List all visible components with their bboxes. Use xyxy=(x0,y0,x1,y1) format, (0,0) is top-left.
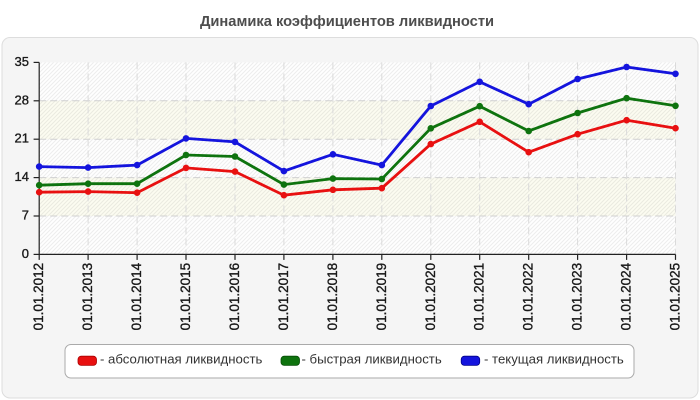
svg-text:7: 7 xyxy=(22,208,29,223)
svg-text:01.01.2024: 01.01.2024 xyxy=(619,262,634,330)
svg-text:01.01.2016: 01.01.2016 xyxy=(227,263,242,331)
svg-text:01.01.2012: 01.01.2012 xyxy=(31,263,46,331)
svg-text:01.01.2014: 01.01.2014 xyxy=(129,262,144,330)
svg-text:28: 28 xyxy=(15,92,29,107)
svg-text:14: 14 xyxy=(15,169,29,184)
svg-text:01.01.2018: 01.01.2018 xyxy=(325,263,340,331)
svg-text:01.01.2017: 01.01.2017 xyxy=(276,263,291,331)
svg-text:01.01.2023: 01.01.2023 xyxy=(570,263,585,331)
svg-text:- быстрая ликвидность: - быстрая ликвидность xyxy=(302,352,442,367)
svg-text:Динамика коэффициентов ликвидн: Динамика коэффициентов ликвидности xyxy=(200,14,494,30)
svg-text:01.01.2015: 01.01.2015 xyxy=(178,263,193,331)
svg-text:35: 35 xyxy=(15,54,29,69)
svg-text:- текущая ликвидность: - текущая ликвидность xyxy=(484,352,624,367)
svg-text:01.01.2019: 01.01.2019 xyxy=(374,263,389,331)
svg-text:01.01.2022: 01.01.2022 xyxy=(521,263,536,331)
svg-text:01.01.2025: 01.01.2025 xyxy=(668,263,683,331)
svg-text:01.01.2013: 01.01.2013 xyxy=(80,263,95,331)
svg-text:21: 21 xyxy=(15,131,29,146)
svg-text:0: 0 xyxy=(22,246,29,261)
svg-text:- абсолютная ликвидность: - абсолютная ликвидность xyxy=(100,352,262,367)
svg-text:01.01.2021: 01.01.2021 xyxy=(472,263,487,331)
svg-text:01.01.2020: 01.01.2020 xyxy=(423,263,438,331)
